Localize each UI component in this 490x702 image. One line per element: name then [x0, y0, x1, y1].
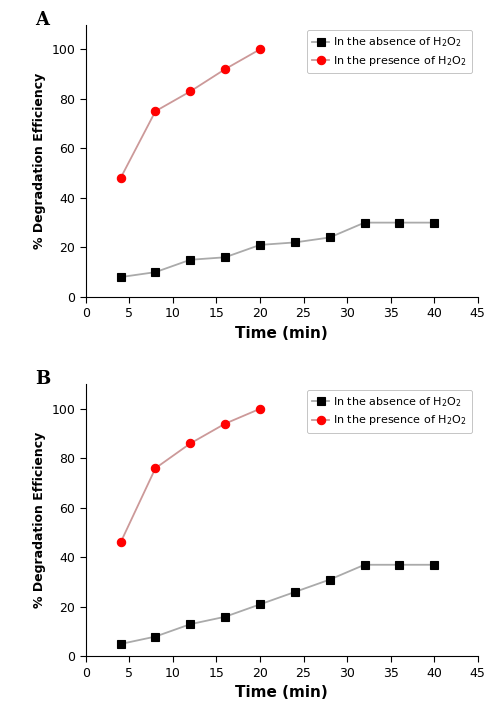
In the presence of H$_2$O$_2$ [152, 464, 158, 472]
Text: A: A [35, 11, 49, 29]
In the presence of H$_2$O$_2$ [118, 538, 123, 547]
In the absence of H$_2$O$_2$ [222, 613, 228, 621]
In the absence of H$_2$O$_2$ [187, 256, 193, 264]
In the absence of H$_2$O$_2$ [257, 241, 263, 249]
In the absence of H$_2$O$_2$ [118, 273, 123, 282]
In the absence of H$_2$O$_2$ [118, 640, 123, 648]
In the presence of H$_2$O$_2$ [118, 174, 123, 183]
In the absence of H$_2$O$_2$ [222, 253, 228, 262]
In the presence of H$_2$O$_2$ [152, 107, 158, 115]
X-axis label: Time (min): Time (min) [235, 326, 328, 341]
Text: B: B [35, 371, 50, 388]
In the presence of H$_2$O$_2$ [257, 45, 263, 53]
Line: In the presence of H$_2$O$_2$: In the presence of H$_2$O$_2$ [117, 404, 264, 547]
Y-axis label: % Degradation Efficiency: % Degradation Efficiency [33, 72, 46, 249]
X-axis label: Time (min): Time (min) [235, 685, 328, 701]
In the presence of H$_2$O$_2$ [187, 87, 193, 95]
In the absence of H$_2$O$_2$ [396, 218, 402, 227]
Y-axis label: % Degradation Efficiency: % Degradation Efficiency [33, 432, 46, 609]
In the absence of H$_2$O$_2$ [431, 218, 437, 227]
In the absence of H$_2$O$_2$ [292, 238, 298, 246]
In the absence of H$_2$O$_2$ [396, 561, 402, 569]
In the absence of H$_2$O$_2$ [362, 218, 368, 227]
In the absence of H$_2$O$_2$ [327, 576, 333, 584]
In the absence of H$_2$O$_2$ [152, 633, 158, 641]
Legend: In the absence of H$_2$O$_2$, In the presence of H$_2$O$_2$: In the absence of H$_2$O$_2$, In the pre… [307, 390, 472, 433]
In the absence of H$_2$O$_2$ [257, 600, 263, 609]
Line: In the presence of H$_2$O$_2$: In the presence of H$_2$O$_2$ [117, 45, 264, 183]
In the absence of H$_2$O$_2$ [362, 561, 368, 569]
In the presence of H$_2$O$_2$ [187, 439, 193, 448]
In the absence of H$_2$O$_2$ [431, 561, 437, 569]
In the absence of H$_2$O$_2$ [327, 233, 333, 241]
Legend: In the absence of H$_2$O$_2$, In the presence of H$_2$O$_2$: In the absence of H$_2$O$_2$, In the pre… [307, 30, 472, 74]
In the absence of H$_2$O$_2$ [152, 268, 158, 277]
In the absence of H$_2$O$_2$ [292, 588, 298, 596]
Line: In the absence of H$_2$O$_2$: In the absence of H$_2$O$_2$ [117, 218, 439, 282]
In the presence of H$_2$O$_2$ [222, 419, 228, 428]
In the absence of H$_2$O$_2$ [187, 620, 193, 628]
In the presence of H$_2$O$_2$ [222, 65, 228, 73]
Line: In the absence of H$_2$O$_2$: In the absence of H$_2$O$_2$ [117, 561, 439, 648]
In the presence of H$_2$O$_2$ [257, 404, 263, 413]
